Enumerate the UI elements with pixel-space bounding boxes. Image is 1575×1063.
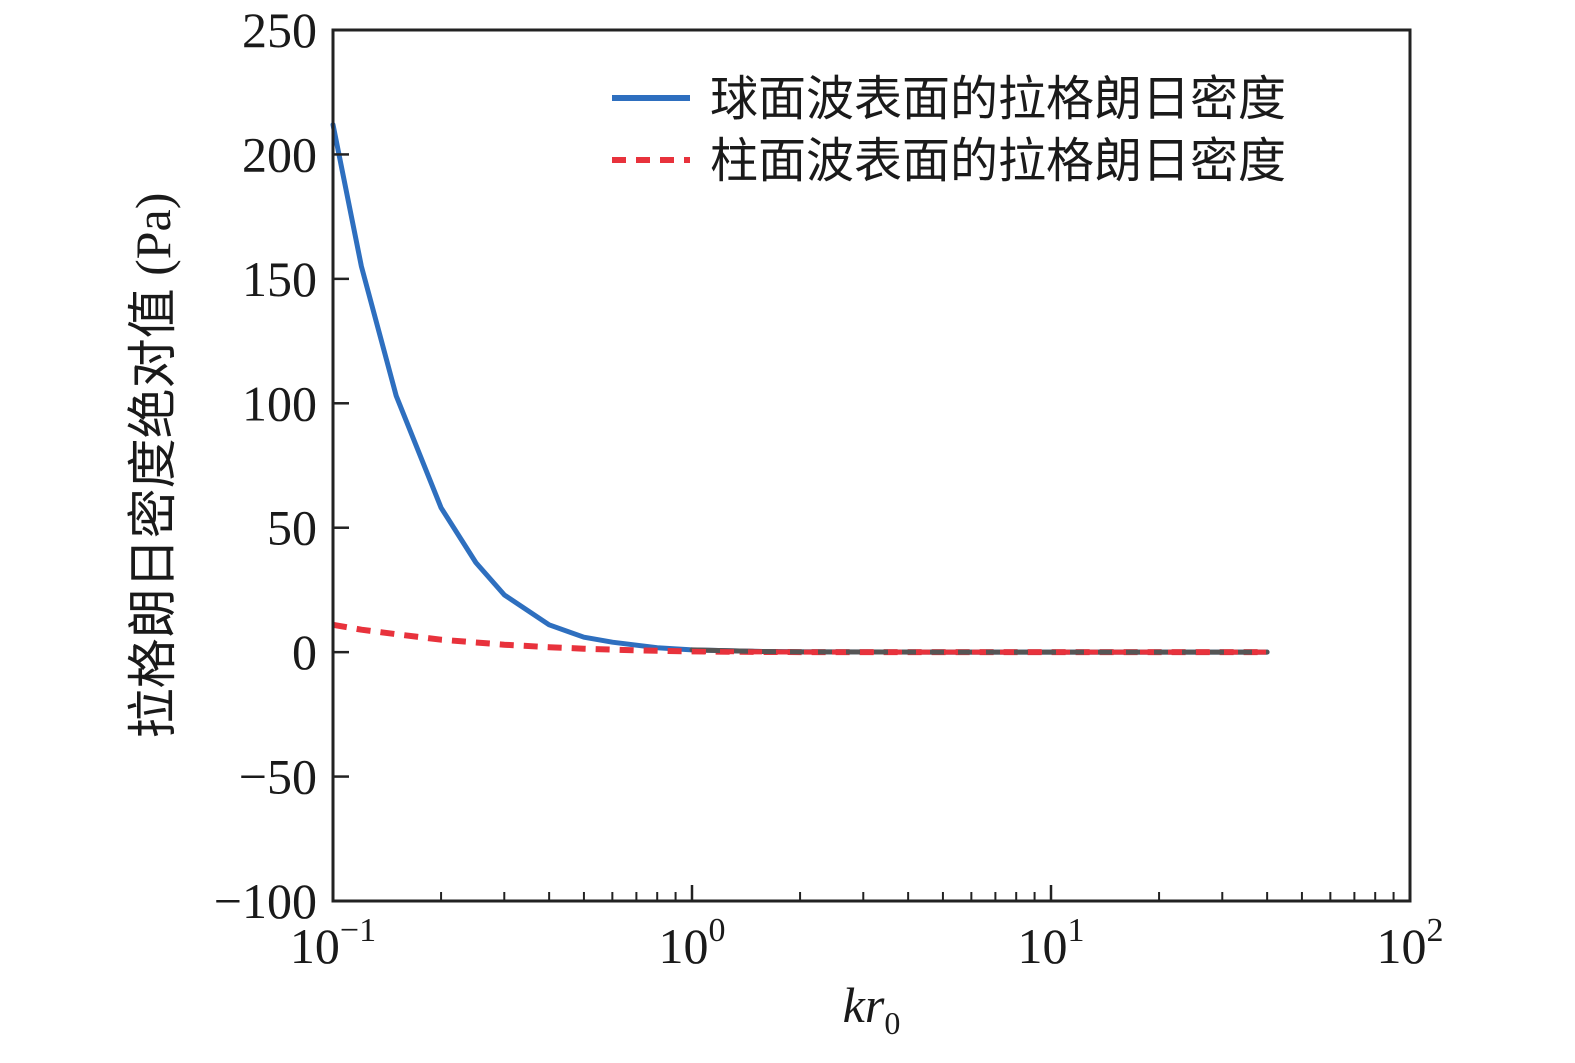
y-tick-label: 50	[267, 500, 317, 556]
y-tick-label: 100	[242, 375, 317, 431]
x-axis-label-main: kr	[843, 977, 885, 1033]
y-tick-label: −50	[239, 749, 317, 805]
x-axis-label-subscript: 0	[884, 1005, 900, 1041]
series-line-1	[330, 122, 1270, 655]
series-overlap-dash	[691, 648, 1268, 655]
x-tick-label: 101	[1018, 912, 1085, 974]
y-tick-label: 0	[292, 624, 317, 680]
x-tick-label: 100	[659, 912, 726, 974]
x-tick-label: 102	[1377, 912, 1444, 974]
legend-label-1: 球面波表面的拉格朗日密度	[710, 73, 1286, 126]
y-tick-label: 250	[242, 2, 317, 58]
y-tick-label: 150	[242, 251, 317, 307]
y-axis-label: 拉格朗日密度绝对值 (Pa)	[125, 193, 181, 739]
y-tick-label: 200	[242, 126, 317, 182]
y-axis-ticks: 250 200 150 100 50 0 −50 −100	[214, 2, 349, 929]
series-line-2	[332, 621, 1268, 656]
x-tick-label: 10−1	[290, 912, 376, 974]
legend-label-2: 柱面波表面的拉格朗日密度	[710, 135, 1286, 188]
x-axis-label: kr0	[843, 977, 901, 1041]
plot-frame	[331, 28, 1412, 903]
x-axis-ticks: 10−1 100 101 102	[290, 885, 1444, 974]
y-tick-label: −100	[214, 873, 317, 929]
plot-marks	[330, 122, 1270, 656]
